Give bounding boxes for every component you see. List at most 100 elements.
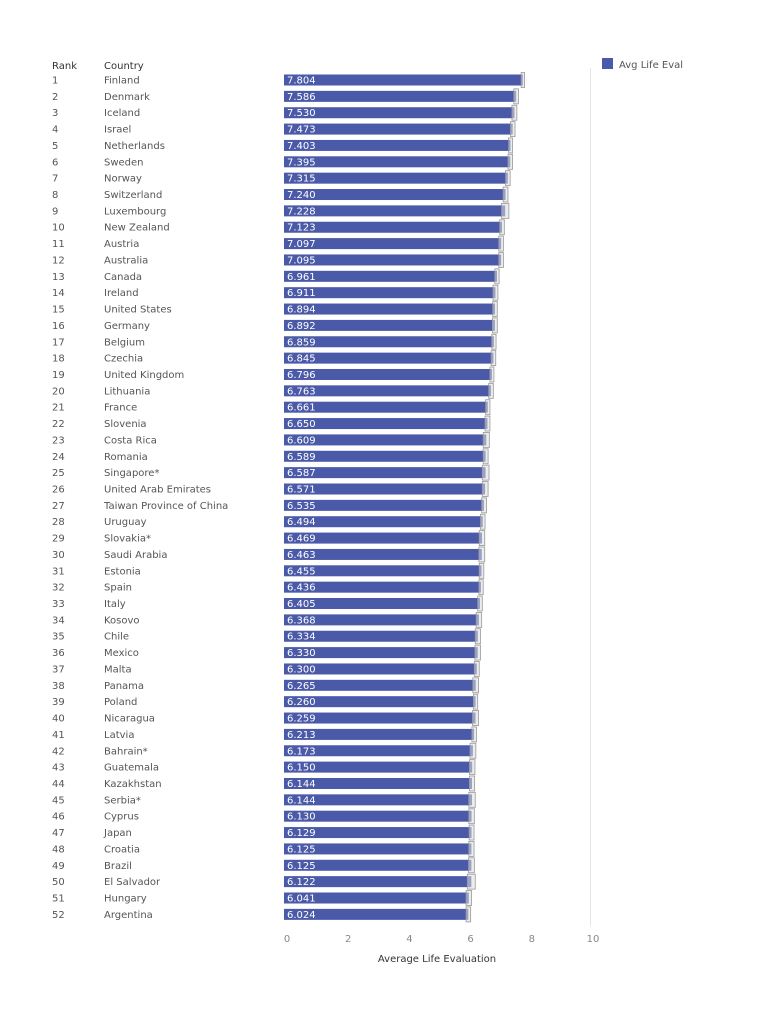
error-bar bbox=[498, 235, 504, 252]
legend: Avg Life Eval bbox=[602, 58, 683, 71]
country-label: Cyprus bbox=[104, 812, 139, 823]
bar-value-label: 6.589 bbox=[287, 452, 316, 463]
chart-row: 47 Japan 6.129 bbox=[52, 824, 475, 841]
x-tick-label: 10 bbox=[587, 934, 600, 945]
country-label: United Arab Emirates bbox=[104, 485, 211, 496]
chart-row: 35 Chile 6.334 bbox=[52, 628, 481, 645]
bar-value-label: 6.961 bbox=[287, 272, 316, 283]
rank-label: 41 bbox=[52, 730, 65, 741]
bar bbox=[284, 74, 523, 86]
chart-row: 31 Estonia 6.455 bbox=[52, 562, 485, 579]
bar bbox=[284, 483, 486, 495]
bar bbox=[284, 139, 511, 151]
error-bar bbox=[501, 202, 510, 219]
bar-value-label: 6.469 bbox=[287, 534, 316, 545]
error-bar bbox=[481, 497, 487, 514]
country-label: Poland bbox=[104, 697, 137, 708]
country-label: Argentina bbox=[104, 910, 153, 921]
error-bar bbox=[488, 382, 494, 399]
bar bbox=[284, 647, 478, 659]
chart-row: 14 Ireland 6.911 bbox=[52, 284, 499, 301]
bar bbox=[284, 303, 495, 315]
country-label: Slovenia bbox=[104, 419, 147, 430]
country-label: New Zealand bbox=[104, 223, 170, 234]
bar bbox=[284, 794, 473, 806]
chart-row: 37 Malta 6.300 bbox=[52, 661, 480, 677]
error-bar bbox=[511, 104, 518, 121]
chart-row: 9 Luxembourg 7.228 bbox=[52, 202, 510, 219]
error-bar bbox=[480, 513, 486, 530]
error-bar bbox=[513, 88, 519, 105]
rank-label: 18 bbox=[52, 354, 65, 365]
rank-label: 16 bbox=[52, 321, 65, 332]
bar-value-label: 6.796 bbox=[287, 370, 316, 381]
chart-row: 1 Finland 7.804 bbox=[52, 72, 525, 88]
error-bar bbox=[491, 317, 498, 334]
bar-value-label: 6.129 bbox=[287, 828, 316, 839]
bar-value-label: 6.130 bbox=[287, 812, 316, 823]
bar bbox=[284, 859, 472, 871]
bar-value-label: 6.609 bbox=[287, 435, 316, 446]
rank-label: 11 bbox=[52, 239, 65, 250]
rank-label: 27 bbox=[52, 501, 65, 512]
bar-value-label: 7.315 bbox=[287, 174, 316, 185]
bar-value-label: 6.436 bbox=[287, 583, 316, 594]
rank-label: 33 bbox=[52, 599, 65, 610]
country-label: Nicaragua bbox=[104, 714, 155, 725]
legend-swatch bbox=[602, 58, 613, 69]
rank-label: 34 bbox=[52, 615, 65, 626]
country-label: Saudi Arabia bbox=[104, 550, 167, 561]
country-label: Croatia bbox=[104, 844, 140, 855]
chart-row: 19 United Kingdom 6.796 bbox=[52, 366, 495, 383]
bar bbox=[284, 565, 482, 577]
rank-label: 12 bbox=[52, 255, 65, 266]
bar-value-label: 6.144 bbox=[287, 779, 316, 790]
bar bbox=[284, 712, 476, 724]
rank-label: 13 bbox=[52, 272, 65, 283]
bar bbox=[284, 876, 472, 888]
error-bar bbox=[494, 268, 500, 285]
bar-value-label: 6.125 bbox=[287, 861, 316, 872]
rank-label: 35 bbox=[52, 632, 65, 643]
chart-row: 29 Slovakia* 6.469 bbox=[52, 530, 486, 546]
bar-value-label: 7.095 bbox=[287, 255, 316, 266]
bar-value-label: 7.473 bbox=[287, 125, 316, 136]
error-bar bbox=[484, 415, 491, 432]
bar bbox=[284, 254, 502, 266]
chart-row: 25 Singapore* 6.587 bbox=[52, 464, 490, 481]
country-label: Spain bbox=[104, 583, 132, 594]
chart-row: 30 Saudi Arabia 6.463 bbox=[52, 546, 486, 563]
rank-label: 4 bbox=[52, 125, 58, 136]
country-column-header: Country bbox=[104, 61, 144, 72]
chart-row: 32 Spain 6.436 bbox=[52, 579, 484, 596]
error-bar bbox=[482, 432, 490, 448]
country-label: Lithuania bbox=[104, 386, 150, 397]
country-label: Czechia bbox=[104, 354, 143, 365]
bar bbox=[284, 434, 487, 446]
country-label: Taiwan Province of China bbox=[103, 501, 228, 512]
bar bbox=[284, 728, 475, 740]
error-bar bbox=[489, 366, 495, 383]
chart-row: 40 Nicaragua 6.259 bbox=[52, 710, 480, 726]
error-bar bbox=[468, 824, 475, 841]
chart-row: 11 Austria 7.097 bbox=[52, 235, 504, 252]
bar bbox=[284, 123, 513, 135]
chart-row: 21 France 6.661 bbox=[52, 399, 491, 416]
error-bar bbox=[510, 121, 516, 137]
country-label: Norway bbox=[104, 174, 142, 185]
chart-row: 36 Mexico 6.330 bbox=[52, 644, 481, 661]
error-bar bbox=[472, 677, 480, 694]
rank-label: 50 bbox=[52, 877, 65, 888]
country-label: Malta bbox=[104, 664, 132, 675]
rank-label: 42 bbox=[52, 746, 65, 757]
chart-row: 34 Kosovo 6.368 bbox=[52, 611, 483, 628]
bar bbox=[284, 368, 492, 380]
country-label: France bbox=[104, 403, 137, 414]
country-label: El Salvador bbox=[104, 877, 161, 888]
x-tick-label: 0 bbox=[284, 934, 290, 945]
rank-label: 47 bbox=[52, 828, 65, 839]
chart-row: 15 United States 6.894 bbox=[52, 301, 498, 317]
error-bar bbox=[507, 153, 513, 170]
bar bbox=[284, 418, 488, 430]
error-bar bbox=[474, 628, 481, 645]
